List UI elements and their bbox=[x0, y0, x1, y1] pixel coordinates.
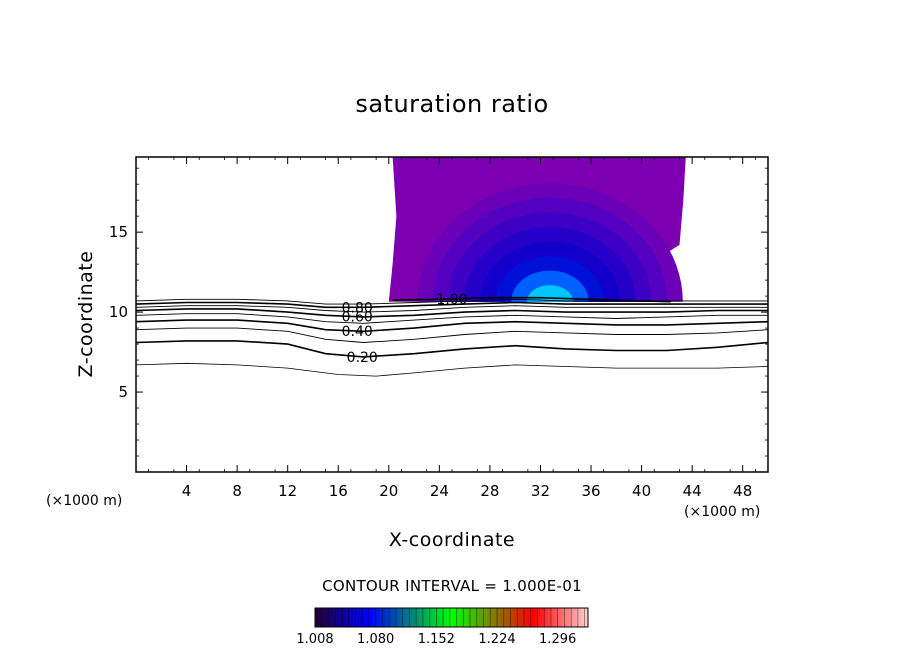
contour-label-4: 0.60 bbox=[342, 310, 373, 326]
colorbar-frame bbox=[314, 607, 589, 628]
y-tick-label-1: 10 bbox=[109, 303, 128, 321]
x-tick-label-10: 44 bbox=[683, 482, 702, 500]
contour-line-2 bbox=[136, 319, 768, 333]
colorbar-label-2: 1.152 bbox=[418, 632, 455, 647]
contour-line-5 bbox=[136, 305, 768, 313]
x-axis-label: X-coordinate bbox=[389, 529, 515, 551]
x-tick-label-6: 28 bbox=[480, 482, 499, 500]
colorbar-label-1: 1.080 bbox=[357, 632, 394, 647]
chart-title: saturation ratio bbox=[355, 90, 548, 118]
contour-line-0 bbox=[136, 340, 768, 358]
supersaturated-region bbox=[388, 157, 686, 302]
contour-line-6 bbox=[136, 301, 768, 309]
x-tick-label-5: 24 bbox=[430, 482, 449, 500]
colorbar-label-4: 1.296 bbox=[539, 632, 576, 647]
contour-line-3 bbox=[136, 313, 768, 324]
colorbar-segments bbox=[314, 608, 585, 627]
contour-label-0: 0.20 bbox=[347, 350, 378, 366]
colorbar-label-0: 1.008 bbox=[296, 632, 333, 647]
contour-line-4 bbox=[136, 308, 768, 318]
contour-line-8 bbox=[392, 296, 671, 303]
contour-interval-label: CONTOUR INTERVAL = 1.000E-01 bbox=[322, 577, 582, 595]
x-tick-label-9: 40 bbox=[632, 482, 651, 500]
x-tick-label-8: 36 bbox=[581, 482, 600, 500]
y-tick-label-0: 5 bbox=[118, 383, 128, 401]
colorbar-labels: 1.008 1.080 1.152 1.224 1.296 bbox=[296, 632, 576, 647]
contour-labels: 0.20 0.400.600.80 1.00 bbox=[342, 292, 468, 366]
contour-lines bbox=[136, 296, 768, 377]
contour-line-lower bbox=[136, 362, 768, 377]
x-tick-label-4: 20 bbox=[379, 482, 398, 500]
y-tick-label-2: 15 bbox=[109, 223, 128, 241]
x-unit-left: (×1000 m) bbox=[46, 493, 122, 509]
x-tick-label-7: 32 bbox=[531, 482, 550, 500]
y-axis-ticks: 5 10 15 bbox=[109, 167, 768, 457]
x-tick-label-0: 4 bbox=[182, 482, 192, 500]
x-tick-label-2: 12 bbox=[278, 482, 297, 500]
x-tick-label-1: 8 bbox=[232, 482, 242, 500]
colorbar-gradient bbox=[315, 608, 588, 627]
contour-label-8: 1.00 bbox=[436, 292, 467, 308]
x-tick-label-11: 48 bbox=[733, 482, 752, 500]
y-axis-label: Z-coordinate bbox=[75, 251, 97, 378]
x-axis-ticks: 4 8 12 16 20 24 28 32 36 40 44 48 bbox=[148, 157, 756, 500]
contour-label-6: 0.80 bbox=[342, 300, 373, 316]
x-unit-right: (×1000 m) bbox=[684, 504, 760, 520]
contour-label-2: 0.40 bbox=[342, 324, 373, 340]
colorbar-label-3: 1.224 bbox=[478, 632, 515, 647]
x-tick-label-3: 16 bbox=[329, 482, 348, 500]
contour-line-1 bbox=[136, 327, 768, 343]
